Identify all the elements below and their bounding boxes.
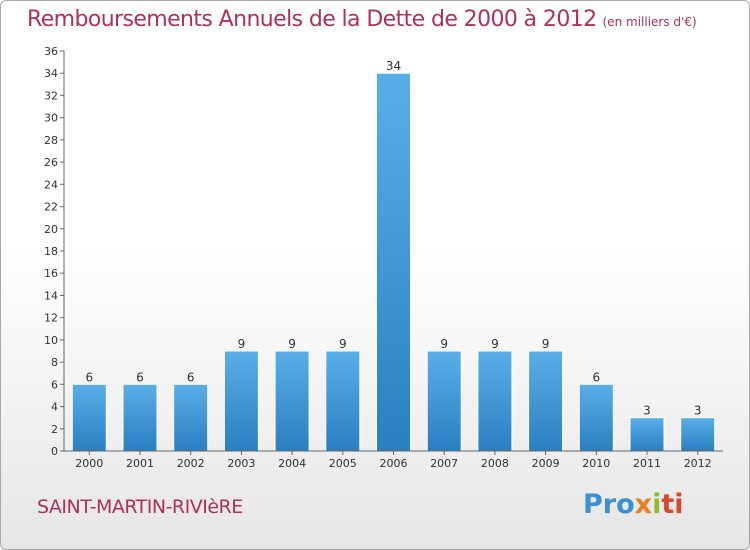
value-label-2008: 9 <box>491 337 499 351</box>
value-label-2011: 3 <box>643 404 651 418</box>
chart-subtitle: (en milliers d'€) <box>602 15 697 29</box>
x-tick-label-2008: 2008 <box>481 457 509 470</box>
y-tick-label-32: 32 <box>44 89 58 102</box>
y-tick-label-28: 28 <box>44 134 58 147</box>
x-tick-label-2000: 2000 <box>75 457 103 470</box>
y-tick-label-18: 18 <box>44 245 58 258</box>
x-tick-label-2009: 2009 <box>532 457 560 470</box>
y-tick-label-14: 14 <box>44 289 58 302</box>
value-label-2000: 6 <box>85 370 93 384</box>
value-label-2004: 9 <box>288 337 296 351</box>
bar-2011 <box>629 417 665 452</box>
x-tick-label-2001: 2001 <box>126 457 154 470</box>
value-label-2012: 3 <box>694 404 702 418</box>
bar-2001 <box>122 383 158 452</box>
logo-part-ti: ti <box>661 489 684 520</box>
y-tick-label-6: 6 <box>51 378 58 391</box>
bar-2000 <box>71 383 107 452</box>
x-tick-label-2007: 2007 <box>430 457 458 470</box>
x-tick-label-2005: 2005 <box>329 457 357 470</box>
bar-2003 <box>223 350 259 452</box>
y-tick-label-30: 30 <box>44 112 58 125</box>
bar-2002 <box>173 383 209 452</box>
y-tick-label-10: 10 <box>44 334 58 347</box>
y-tick-label-16: 16 <box>44 267 58 280</box>
logo-part-i: i <box>652 489 662 520</box>
value-label-2006: 34 <box>386 59 401 73</box>
y-tick-label-4: 4 <box>51 401 58 414</box>
y-tick-label-24: 24 <box>44 178 58 191</box>
value-label-2009: 9 <box>542 337 550 351</box>
x-tick-label-2003: 2003 <box>227 457 255 470</box>
bar-2004 <box>274 350 310 452</box>
value-label-2010: 6 <box>592 370 600 384</box>
logo-part-pro: Pro <box>583 489 635 520</box>
value-label-2001: 6 <box>136 370 144 384</box>
proxiti-logo: Proxiti <box>583 489 684 520</box>
value-label-2002: 6 <box>187 370 195 384</box>
y-tick-label-34: 34 <box>44 67 58 80</box>
x-tick-label-2012: 2012 <box>684 457 712 470</box>
x-tick-label-2010: 2010 <box>582 457 610 470</box>
bar-2010 <box>578 383 614 452</box>
y-tick-label-20: 20 <box>44 223 58 236</box>
value-label-2005: 9 <box>339 337 347 351</box>
x-tick-label-2006: 2006 <box>380 457 408 470</box>
y-tick-label-26: 26 <box>44 156 58 169</box>
y-tick-label-2: 2 <box>51 423 58 436</box>
axes-group: 2000 2001 2002 2003 2004 2005 2006 2007 2008 2009… <box>44 45 723 470</box>
value-label-2003: 9 <box>238 337 246 351</box>
x-tick-label-2011: 2011 <box>633 457 661 470</box>
bar-2007 <box>426 350 462 452</box>
y-tick-label-12: 12 <box>44 312 58 325</box>
y-tick-label-36: 36 <box>44 45 58 58</box>
y-tick-label-0: 0 <box>51 445 58 458</box>
bar-2005 <box>325 350 361 452</box>
bar-2012 <box>680 417 716 452</box>
y-tick-label-8: 8 <box>51 356 58 369</box>
bar-2006 <box>376 72 411 452</box>
logo-part-x: x <box>634 489 653 520</box>
x-tick-label-2004: 2004 <box>278 457 306 470</box>
town-name: SAINT-MARTIN-RIVIèRE <box>37 496 243 518</box>
bar-2009 <box>528 350 564 452</box>
bar-2008 <box>477 350 513 452</box>
y-tick-label-22: 22 <box>44 201 58 214</box>
chart-title: Remboursements Annuels de la Dette de 20… <box>27 7 697 32</box>
bars-group: 6 6 6 9 9 9 34 9 9 9 6 3 3 <box>71 59 716 452</box>
value-label-2007: 9 <box>440 337 448 351</box>
x-tick-label-2002: 2002 <box>177 457 205 470</box>
chart-title-text: Remboursements Annuels de la Dette de 20… <box>27 7 597 32</box>
